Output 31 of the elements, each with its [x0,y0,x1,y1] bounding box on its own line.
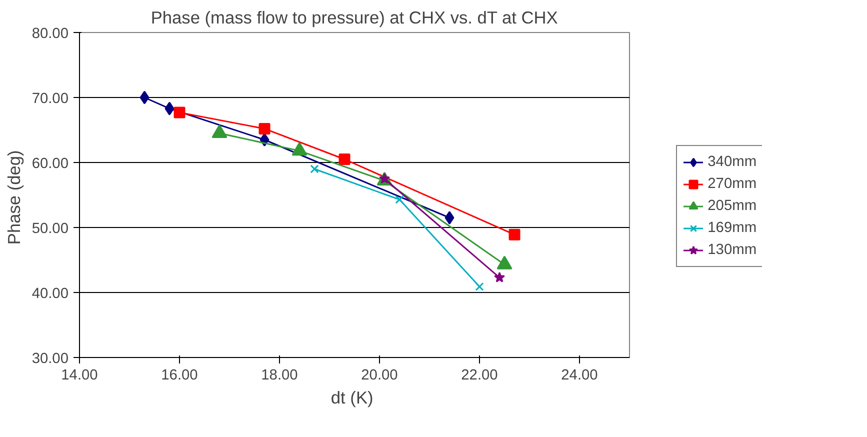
x-tick-label: 14.00 [61,368,98,384]
point [508,228,520,240]
point [164,102,174,116]
y-tick-label: 60.00 [32,156,69,172]
x-axis-title: dt (K) [330,388,374,408]
legend-label: 130mm [708,242,757,258]
x-tick-label: 16.00 [161,368,198,384]
point [174,106,186,118]
point [310,164,319,174]
legend-label: 169mm [708,220,757,236]
legend-label: 340mm [708,154,757,170]
chart-title: Phase (mass flow to pressure) at CHX vs. dT at CHX [150,8,558,28]
y-tick-label: 40.00 [32,286,69,302]
point [494,272,506,282]
point [475,282,484,291]
x-tick-label: 24.00 [561,368,598,384]
legend-label: 270mm [708,176,757,192]
x-tick-label: 20.00 [361,368,398,384]
y-tick-label: 80.00 [32,26,69,42]
legend-label: 205mm [708,198,757,214]
x-tick-label: 18.00 [261,368,298,384]
y-tick-label: 50.00 [32,221,69,237]
point [444,211,454,224]
y-axis-title: Phase (deg) [4,150,24,245]
point [258,122,270,134]
x-tick-label: 22.00 [461,368,498,384]
point [140,90,150,104]
y-tick-label: 70.00 [32,91,69,107]
point [395,195,404,204]
y-tick-label: 30.00 [32,351,69,367]
point [338,154,350,165]
